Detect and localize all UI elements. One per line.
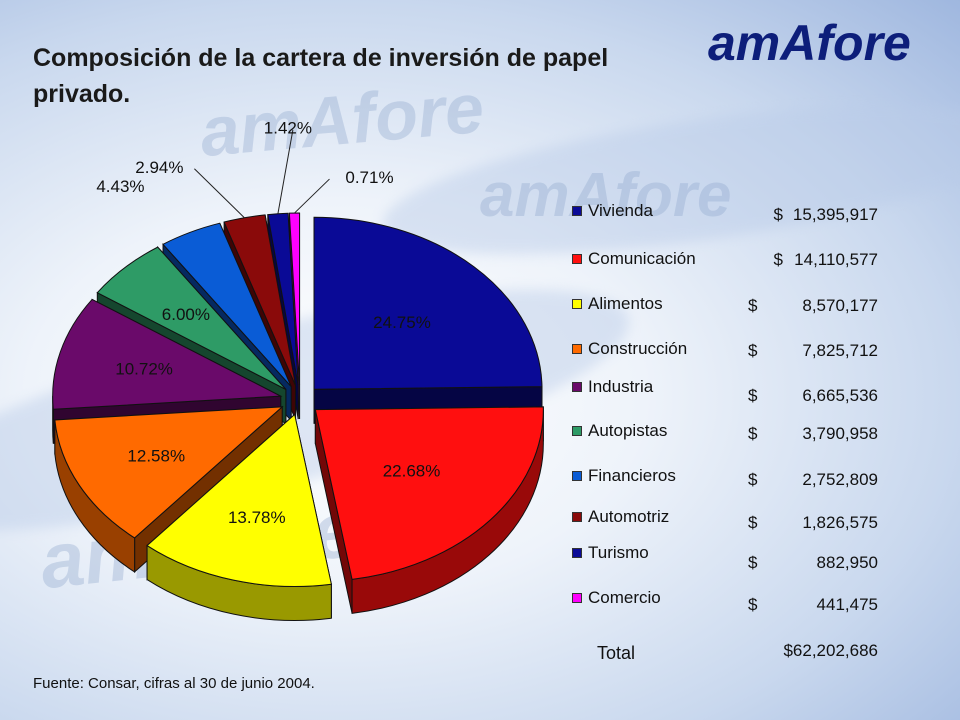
- legend-item: Comercio: [572, 588, 661, 608]
- legend-swatch: [572, 206, 582, 216]
- legend-swatch: [572, 593, 582, 603]
- pie-slice-alimentos: [146, 413, 332, 587]
- percent-label: 12.58%: [127, 446, 185, 465]
- amount-currency: $: [773, 250, 783, 269]
- pie-slice-construcción: [54, 406, 284, 539]
- amount-number: 882,950: [816, 553, 878, 572]
- percent-label: 2.94%: [135, 158, 183, 177]
- legend-label: Autopistas: [588, 421, 668, 440]
- amount-number: 1,826,575: [802, 513, 878, 532]
- percent-label: 0.71%: [345, 168, 393, 187]
- amount-number: 8,570,177: [802, 296, 878, 315]
- legend-item: Autopistas: [572, 421, 667, 441]
- legend-swatch: [572, 344, 582, 354]
- percent-label: 24.75%: [373, 313, 431, 332]
- total-label: Total: [597, 643, 636, 663]
- leader-line: [277, 129, 294, 214]
- amount-value: $1,826,575: [748, 513, 878, 535]
- amount-currency: $: [748, 470, 758, 489]
- amount-value: $7,825,712: [748, 341, 878, 363]
- legend-swatch: [572, 254, 582, 264]
- pie-slice-comercio: [288, 212, 301, 386]
- percent-label: 22.68%: [383, 461, 441, 480]
- legend-label: Industria: [588, 377, 654, 396]
- amount-number: 441,475: [816, 595, 878, 614]
- amount-value: $8,570,177: [748, 296, 878, 318]
- pie-slice-autopistas: [96, 246, 287, 390]
- percent-label: 13.78%: [228, 508, 286, 527]
- legend-label: Comunicación: [588, 249, 696, 268]
- legend-label: Automotriz: [588, 507, 670, 526]
- amount-number: 14,110,577: [794, 250, 878, 269]
- pie-slice-turismo: [267, 212, 299, 386]
- total-value: $62,202,686: [783, 641, 878, 660]
- source-note: Fuente: Consar, cifras al 30 de junio 20…: [33, 675, 315, 692]
- pie-slice-vivienda: [313, 216, 543, 390]
- amount-currency: $: [773, 205, 783, 224]
- legend-label: Financieros: [588, 466, 676, 485]
- page-title: Composición de la cartera de inversión d…: [33, 44, 609, 108]
- amount-currency: $: [748, 553, 758, 572]
- amount-value: $6,665,536: [748, 386, 878, 408]
- legend-swatch: [572, 299, 582, 309]
- legend-item: Alimentos: [572, 294, 663, 314]
- watermark-logo: amAfore: [480, 161, 732, 230]
- legend-swatch: [572, 382, 582, 392]
- amount-currency: $: [748, 296, 758, 315]
- percent-label: 10.72%: [115, 360, 173, 379]
- legend-item: Turismo: [572, 543, 649, 563]
- amount-number: 3,790,958: [802, 424, 878, 443]
- amount-value: $15,395,917: [748, 205, 878, 227]
- amount-value: $3,790,958: [748, 424, 878, 446]
- legend-swatch: [572, 512, 582, 522]
- amount-currency: $: [748, 341, 758, 360]
- leader-line: [294, 178, 330, 214]
- legend-swatch: [572, 548, 582, 558]
- amount-value: $441,475: [748, 595, 878, 617]
- pie-slice-comunicación: [314, 406, 544, 580]
- legend-item: Industria: [572, 377, 653, 397]
- legend-swatch: [572, 426, 582, 436]
- amount-value: $14,110,577: [748, 250, 878, 272]
- leader-line: [194, 168, 245, 219]
- amount-number: 2,752,809: [802, 470, 878, 489]
- legend-item: Automotriz: [572, 507, 669, 527]
- legend-swatch: [572, 471, 582, 481]
- legend-item: Financieros: [572, 466, 676, 486]
- amount-value: $2,752,809: [748, 470, 878, 492]
- legend-label: Alimentos: [588, 294, 663, 313]
- legend-item: Construcción: [572, 339, 687, 359]
- amount-currency: $: [748, 424, 758, 443]
- legend-item: Vivienda: [572, 201, 653, 221]
- legend-item: Comunicación: [572, 249, 696, 269]
- amount-number: 15,395,917: [792, 205, 878, 224]
- logo-text: amAfore: [708, 15, 911, 71]
- amount-number: 7,825,712: [802, 341, 878, 360]
- percent-label: 4.43%: [96, 177, 144, 196]
- amount-number: 6,665,536: [802, 386, 878, 405]
- percent-label: 1.42%: [264, 119, 312, 138]
- amount-currency: $: [748, 595, 758, 614]
- legend-label: Vivienda: [588, 201, 653, 220]
- amount-currency: $: [748, 386, 758, 405]
- pie-slice-industria: [52, 298, 283, 410]
- legend-label: Construcción: [588, 339, 688, 358]
- legend-label: Turismo: [588, 543, 649, 562]
- percent-label: 6.00%: [162, 305, 210, 324]
- pie-slice-financieros: [162, 222, 292, 387]
- legend-label: Comercio: [588, 588, 661, 607]
- amafore-logo: amAfore: [708, 15, 911, 71]
- amount-currency: $: [748, 513, 758, 532]
- amount-value: $882,950: [748, 553, 878, 575]
